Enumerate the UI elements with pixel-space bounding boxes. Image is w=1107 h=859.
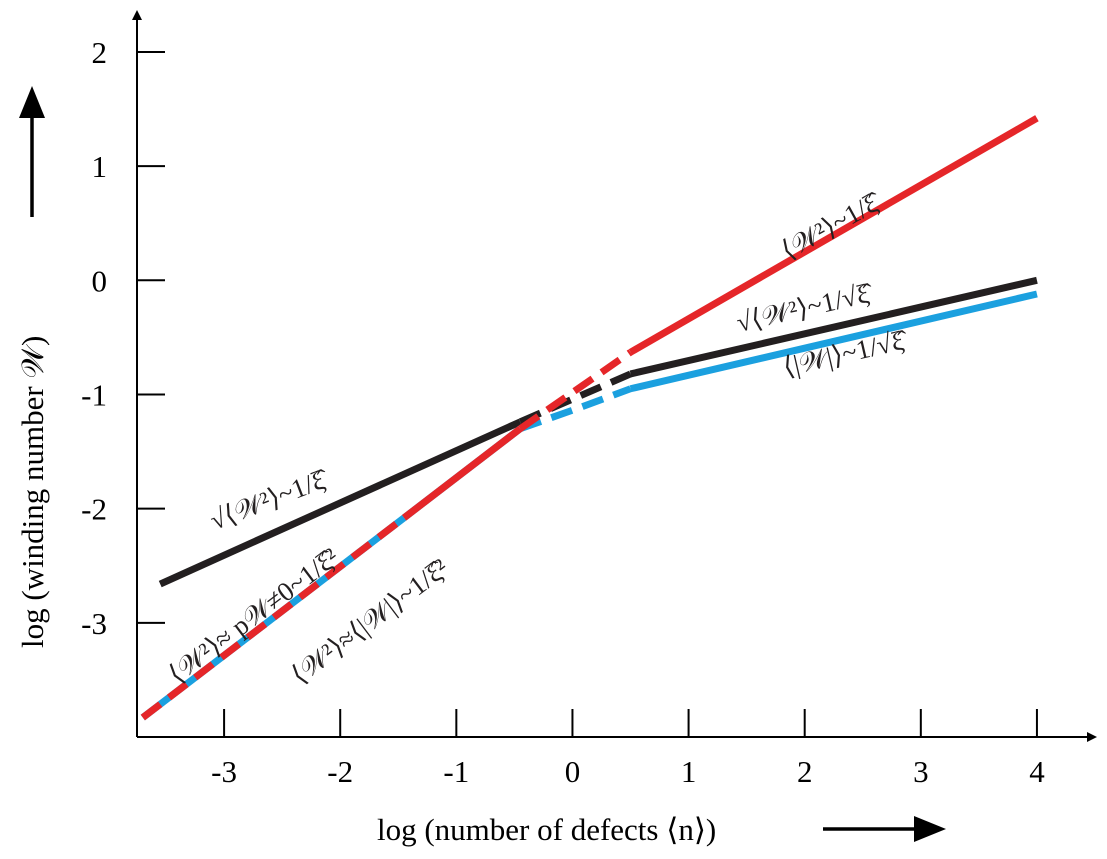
x-tick-label: 1 xyxy=(681,754,697,789)
x-tick-label: -1 xyxy=(443,754,469,789)
plot-area xyxy=(140,115,1039,721)
red-series-dashed xyxy=(518,349,633,432)
red-series-solid xyxy=(628,115,1039,356)
red-series-dashed-blue-red xyxy=(140,515,407,721)
red-series-solid-on-blue xyxy=(401,425,523,521)
annotation-label: ⟨𝒲²⟩~1/ξ̂ xyxy=(776,186,887,266)
y-tick-label: 2 xyxy=(92,35,108,70)
x-tick-label: 3 xyxy=(913,754,929,789)
tick-marks: -3 -2 -1 0 1 2 3 4 -3 -2 -1 0 1 2 xyxy=(81,35,1045,789)
annotations: ⟨𝒲²⟩~1/ξ̂√⟨𝒲²⟩~1/√ξ̂⟨|𝒲|⟩~1/√ξ̂√⟨𝒲²⟩~1/ξ… xyxy=(163,186,912,690)
x-tick-label: 0 xyxy=(565,754,581,789)
x-tick-label: 2 xyxy=(797,754,813,789)
x-tick-label: 4 xyxy=(1029,754,1045,789)
y-axis-title-group: log (winding number 𝒲) xyxy=(15,86,50,648)
y-tick-label: -1 xyxy=(81,377,107,412)
x-axis-title-group: log (number of defects ⟨n⟩) xyxy=(377,812,946,847)
x-axis-title: log (number of defects ⟨n⟩) xyxy=(377,812,716,847)
black-series-dashed xyxy=(518,370,632,426)
y-tick-label: -3 xyxy=(81,606,107,641)
y-tick-label: -2 xyxy=(81,492,107,527)
annotation-label: √⟨𝒲²⟩~1/ξ̂ xyxy=(206,463,333,536)
black-series-solid xyxy=(158,418,522,588)
annotation-label: √⟨𝒲²⟩~1/√ξ̂ xyxy=(734,277,877,338)
black-series-solid xyxy=(629,276,1038,378)
x-tick-label: -3 xyxy=(211,754,237,789)
y-tick-label: 0 xyxy=(92,263,108,298)
y-tick-label: 1 xyxy=(92,149,108,184)
axes xyxy=(132,10,1097,742)
y-axis-title: log (winding number 𝒲) xyxy=(15,336,50,648)
x-tick-label: -2 xyxy=(327,754,353,789)
blue-series-solid xyxy=(629,290,1038,393)
x-axis-title-arrowhead xyxy=(914,816,946,842)
blue-series-dashed xyxy=(519,385,632,433)
y-axis-title-arrowhead xyxy=(19,86,45,118)
